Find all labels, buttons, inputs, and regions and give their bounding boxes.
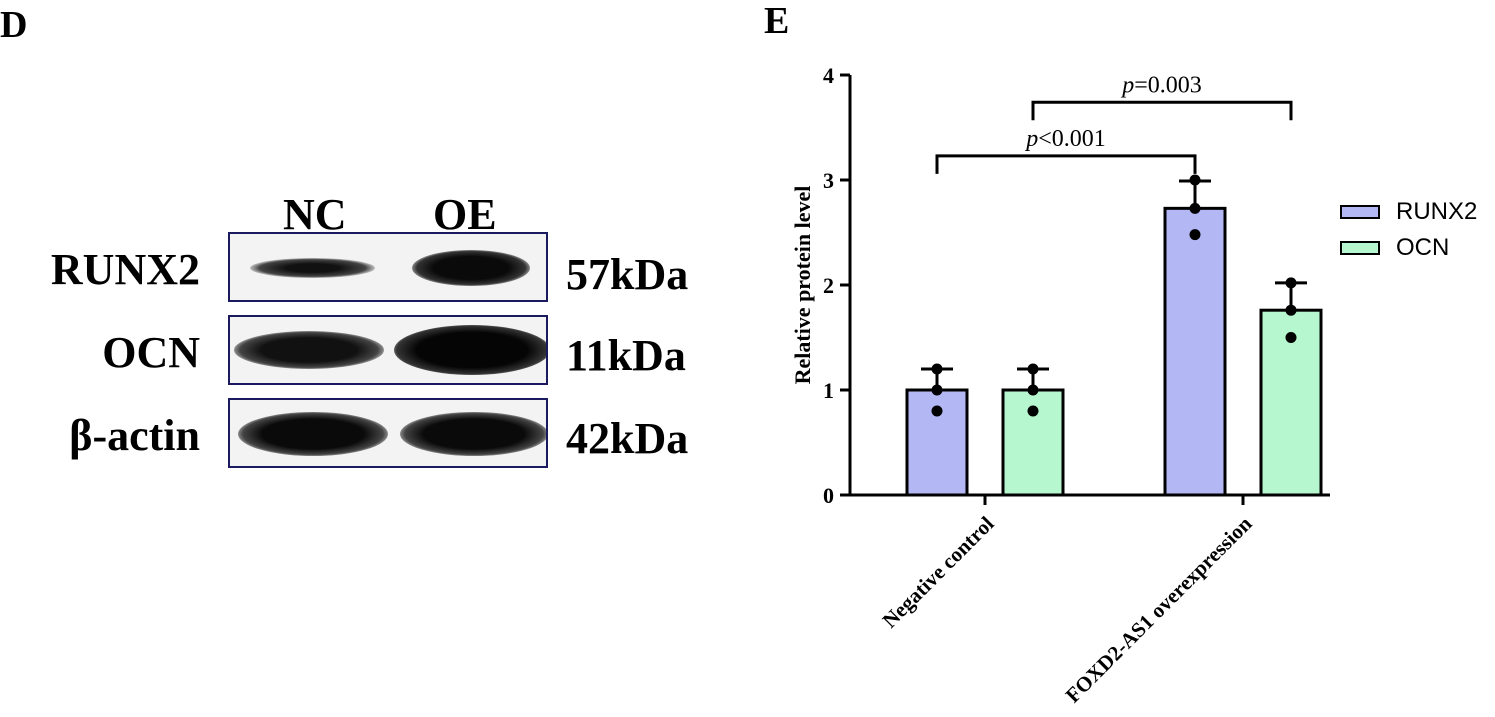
data-point: [1027, 363, 1039, 375]
blot-kda-beta-actin: 42kDa: [566, 414, 689, 463]
data-point: [1027, 405, 1039, 417]
legend-label-ocn: OCN: [1396, 234, 1450, 261]
significance-ocn-label: p=0.003: [1120, 72, 1202, 98]
blot-band-image-beta-actin: [228, 398, 548, 468]
bar: [1163, 206, 1227, 497]
data-point: [931, 405, 943, 417]
blot-kda-ocn: 11kDa: [566, 331, 686, 380]
panel-d-label: D: [0, 4, 28, 46]
legend-item-ocn: OCN: [1340, 230, 1477, 266]
y-tick-label: 2: [823, 273, 834, 298]
data-point: [1189, 229, 1201, 241]
blot-row-label-beta-actin: β-actin: [69, 411, 200, 460]
chart-legend: RUNX2 OCN: [1340, 194, 1477, 266]
data-point: [931, 384, 943, 396]
panel-e-label: E: [764, 0, 790, 42]
y-tick-label: 4: [823, 63, 834, 88]
legend-label-runx2: RUNX2: [1396, 198, 1478, 225]
y-tick-label: 3: [823, 168, 834, 193]
significance-ocn-bracket: [1031, 100, 1293, 121]
legend-swatch-runx2: [1340, 205, 1380, 219]
lane-label-nc: NC: [283, 190, 347, 239]
y-tick-label: 0: [823, 483, 834, 508]
blot-row-label-ocn: OCN: [102, 328, 200, 377]
data-point: [1285, 277, 1297, 289]
blot-band-image-ocn: [228, 315, 548, 385]
data-point: [931, 363, 943, 375]
significance-runx2-bracket: [935, 154, 1197, 174]
data-point: [1189, 202, 1201, 214]
y-tick-label: 1: [823, 378, 834, 403]
blot-kda-runx2: 57kDa: [566, 250, 689, 299]
x-category-label: FOXD2-AS1 overexpression: [1061, 511, 1257, 707]
x-category-label: Negative control: [878, 511, 999, 632]
blot-row-label-runx2: RUNX2: [50, 245, 200, 294]
blot-band-image-runx2: [228, 232, 548, 302]
data-point: [1189, 174, 1201, 186]
legend-item-runx2: RUNX2: [1340, 194, 1477, 230]
lane-label-oe: OE: [433, 190, 497, 239]
data-point: [1285, 304, 1297, 316]
legend-swatch-ocn: [1340, 241, 1380, 255]
y-axis-label: Relative protein level: [790, 186, 815, 385]
data-point: [1285, 332, 1297, 343]
significance-runx2-label: p<0.001: [1024, 126, 1106, 152]
bar-chart: 0 1 2 3 4 Relative protein level Negative cont…: [790, 63, 1330, 707]
data-point: [1027, 384, 1039, 396]
